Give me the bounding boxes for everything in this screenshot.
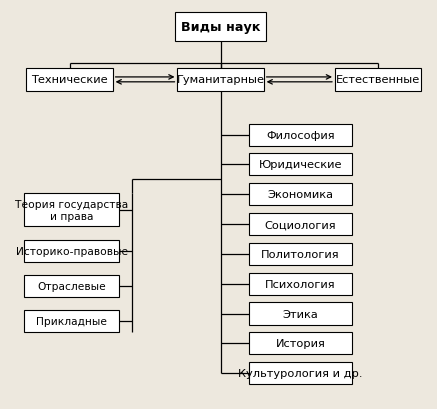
Text: Юридические: Юридические [259,160,342,170]
FancyBboxPatch shape [249,184,352,206]
Text: Историко-правовые: Историко-правовые [16,246,128,256]
FancyBboxPatch shape [249,333,352,355]
Text: Гуманитарные: Гуманитарные [177,75,264,85]
Text: Естественные: Естественные [336,75,420,85]
FancyBboxPatch shape [175,13,266,41]
FancyBboxPatch shape [335,68,421,92]
FancyBboxPatch shape [249,273,352,295]
FancyBboxPatch shape [24,193,119,227]
FancyBboxPatch shape [249,243,352,265]
FancyBboxPatch shape [249,213,352,236]
FancyBboxPatch shape [26,68,113,92]
Text: Технические: Технические [31,75,108,85]
Text: Психология: Психология [265,279,336,289]
Text: Прикладные: Прикладные [36,316,107,326]
Text: Экономика: Экономика [267,190,333,200]
Text: Отраслевые: Отраслевые [37,281,106,291]
FancyBboxPatch shape [24,310,119,332]
Text: Политология: Политология [261,249,340,259]
FancyBboxPatch shape [249,362,352,384]
FancyBboxPatch shape [24,240,119,262]
Text: Философия: Философия [266,130,335,140]
Text: Виды наук: Виды наук [181,21,260,34]
FancyBboxPatch shape [249,154,352,176]
Text: Социология: Социология [264,220,336,229]
Text: Культурология и др.: Культурология и др. [238,368,363,378]
Text: Теория государства
и права: Теория государства и права [15,200,128,221]
FancyBboxPatch shape [24,275,119,297]
Text: Этика: Этика [282,309,318,319]
FancyBboxPatch shape [249,124,352,146]
FancyBboxPatch shape [249,303,352,325]
FancyBboxPatch shape [177,68,264,92]
Text: История: История [275,339,325,348]
